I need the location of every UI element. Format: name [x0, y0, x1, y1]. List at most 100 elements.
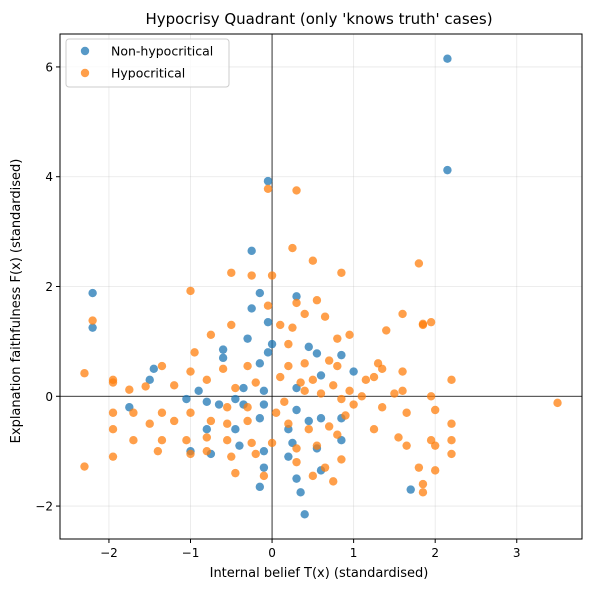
legend-label: Non-hypocritical [111, 44, 213, 59]
data-point [169, 381, 179, 390]
data-point [398, 386, 407, 395]
series-hypocritical [80, 184, 562, 497]
data-point [145, 375, 154, 385]
data-point [153, 446, 163, 456]
data-point [345, 386, 354, 395]
data-point [157, 435, 167, 445]
data-point [251, 449, 260, 459]
data-point [125, 385, 134, 394]
data-point [235, 441, 244, 450]
data-point [247, 304, 256, 313]
data-point [337, 268, 346, 277]
data-point [284, 419, 293, 428]
data-point [324, 356, 334, 365]
data-point [129, 408, 138, 417]
data-point [284, 452, 293, 461]
data-point [80, 462, 89, 471]
data-point [369, 372, 379, 382]
data-point [231, 468, 240, 478]
grid [60, 34, 582, 539]
data-point [267, 339, 277, 349]
x-axis-label: Internal belief T(x) (standardised) [210, 566, 429, 581]
data-point [316, 414, 326, 423]
x-tick-label: −2 [100, 546, 118, 560]
data-point [414, 463, 424, 472]
data-point [333, 430, 342, 439]
data-point [402, 441, 411, 450]
data-point [341, 411, 350, 420]
data-point [337, 350, 346, 360]
data-point [296, 378, 305, 387]
data-point [259, 471, 269, 481]
data-point [88, 323, 97, 332]
data-point [308, 375, 318, 385]
data-point [312, 441, 322, 450]
y-tick-label: 4 [45, 170, 53, 184]
x-axis-ticks: −2 −1 0 1 2 3 [100, 539, 521, 560]
data-point [255, 482, 265, 492]
data-point [377, 403, 387, 412]
data-point [398, 309, 407, 319]
data-point [337, 455, 346, 464]
data-point [259, 446, 269, 456]
data-point [402, 408, 411, 417]
legend: Non-hypocritical Hypocritical [65, 38, 230, 88]
data-point [243, 403, 252, 412]
data-point [186, 367, 195, 376]
data-point [418, 319, 428, 329]
data-point [80, 369, 89, 378]
data-point [369, 425, 379, 434]
data-point [129, 435, 138, 445]
data-point [345, 330, 354, 340]
data-point [157, 408, 167, 417]
data-point [414, 259, 424, 268]
data-point [88, 288, 97, 298]
data-point [300, 510, 309, 519]
data-point [418, 488, 428, 497]
data-point [312, 349, 322, 358]
data-point [202, 425, 212, 434]
data-point [259, 386, 269, 395]
data-point [271, 408, 281, 417]
data-point [430, 466, 440, 475]
data-point [231, 394, 240, 404]
y-tick-label: 2 [45, 280, 53, 294]
y-axis-label: Explanation faithfulness F(x) (standardi… [9, 159, 24, 444]
data-point [247, 438, 256, 448]
data-point [394, 433, 403, 442]
data-point [263, 301, 273, 310]
data-point [300, 309, 309, 319]
data-point [227, 320, 236, 330]
data-point [227, 268, 236, 277]
data-point [243, 361, 252, 371]
data-point [426, 317, 436, 327]
data-point [218, 353, 228, 363]
legend-marker [80, 46, 90, 56]
data-point [267, 438, 277, 448]
data-point [247, 246, 256, 256]
x-tick-label: 0 [268, 546, 276, 560]
data-point [292, 474, 301, 483]
data-point [349, 367, 358, 376]
x-tick-label: 3 [513, 546, 521, 560]
data-point [418, 479, 428, 489]
data-point [276, 320, 285, 330]
legend-box [65, 38, 230, 88]
data-point [430, 405, 440, 415]
data-point [243, 334, 252, 343]
data-point [312, 296, 322, 305]
data-point [300, 359, 309, 368]
data-point [382, 326, 391, 335]
data-point [430, 441, 440, 450]
data-point [377, 364, 387, 374]
data-point [157, 361, 167, 371]
data-point [329, 477, 338, 486]
data-point [333, 334, 342, 343]
data-point [108, 452, 118, 461]
data-point [308, 256, 318, 265]
data-point [357, 392, 366, 401]
data-point [206, 330, 216, 340]
data-point [263, 348, 273, 357]
data-points [80, 54, 562, 519]
